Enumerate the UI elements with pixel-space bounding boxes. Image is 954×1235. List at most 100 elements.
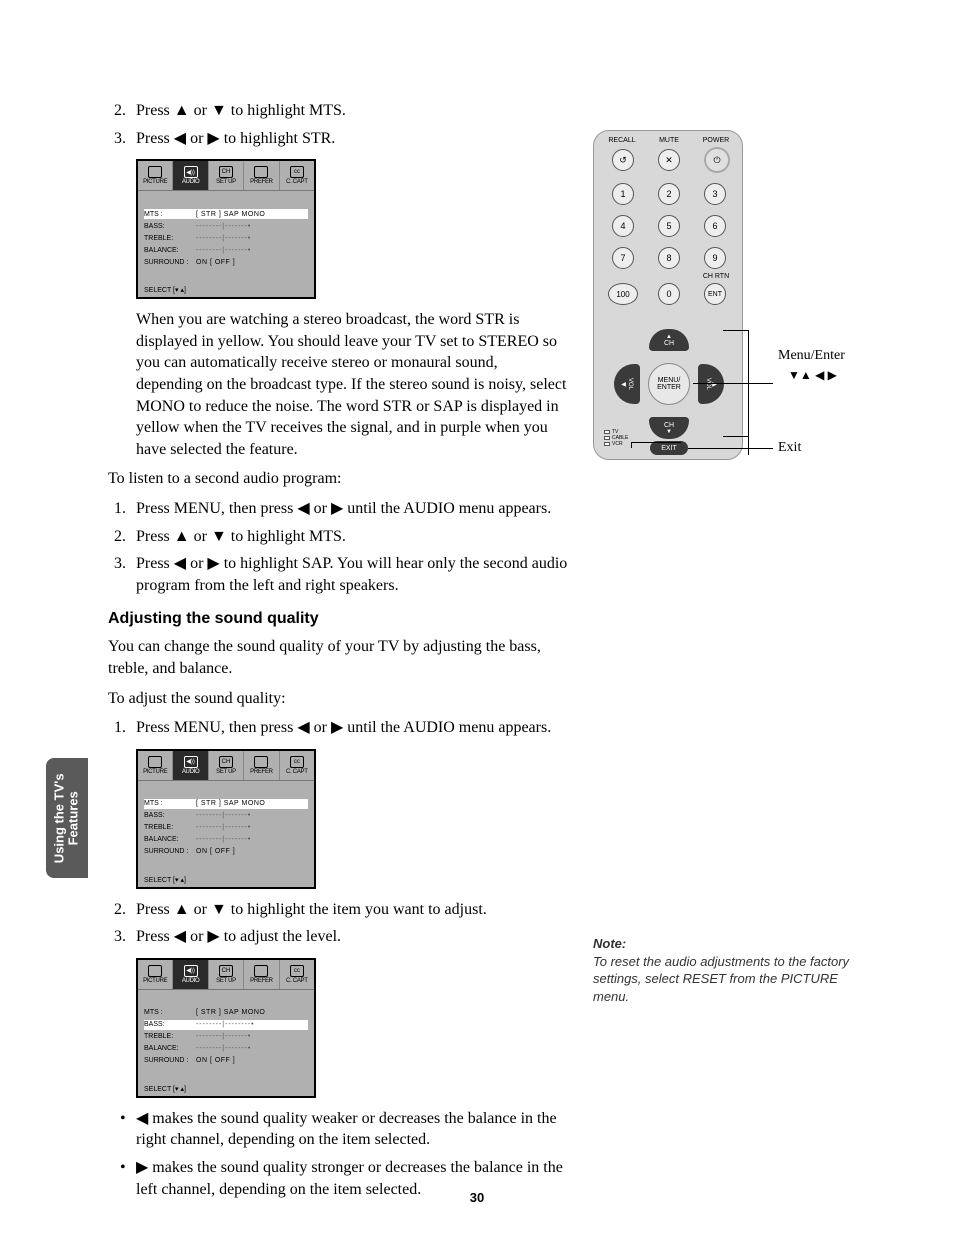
- mode-switch[interactable]: TV CABLE VCR: [604, 429, 632, 455]
- steps-sap: 1.Press MENU, then press ◀ or ▶ until th…: [108, 498, 568, 596]
- callout-line: [748, 383, 773, 384]
- prefer-icon: [254, 756, 268, 768]
- num-3[interactable]: 3: [704, 183, 726, 205]
- callout-bracket: [748, 330, 749, 455]
- callout-line: [631, 442, 632, 448]
- osd-row-treble: TREBLE:- - - - - - - - | - - - - - - - •: [144, 823, 308, 833]
- second-audio-lead: To listen to a second audio program:: [108, 468, 568, 490]
- osd-tab-picture: PICTURE: [138, 751, 173, 780]
- side-tab: Using the TV'sFeatures: [46, 758, 88, 878]
- osd-row-surround: SURROUND :ON [ OFF ]: [144, 847, 308, 857]
- osd-tab-audio: ◀))AUDIO: [173, 960, 208, 989]
- num-5[interactable]: 5: [658, 215, 680, 237]
- num-100[interactable]: 100: [608, 283, 638, 305]
- adj-step-2: 2.Press ▲ or ▼ to highlight the item you…: [136, 899, 568, 921]
- prefer-icon: [254, 965, 268, 977]
- note-body: To reset the audio adjustments to the fa…: [593, 954, 849, 1004]
- label-chrtn: CH RTN: [696, 273, 736, 280]
- dpad-left[interactable]: ◀VOL: [614, 364, 640, 404]
- osd-row-bass: BASS:- - - - - - - - | - - - - - - - - •: [144, 1020, 308, 1030]
- osd-row-bass: BASS:- - - - - - - - | - - - - - - - •: [144, 811, 308, 821]
- osd-tab-ccapt: ccC. CAPT: [280, 960, 314, 989]
- dpad-down[interactable]: CH▼: [649, 417, 689, 439]
- num-6[interactable]: 6: [704, 215, 726, 237]
- osd-tab-audio: ◀))AUDIO: [173, 161, 208, 190]
- osd-tab-picture: PICTURE: [138, 161, 173, 190]
- audio-icon: ◀)): [184, 965, 198, 977]
- osd-tab-audio: ◀))AUDIO: [173, 751, 208, 780]
- osd-body: MTS :[ STR ] SAP MONO BASS:- - - - - - -…: [138, 781, 314, 863]
- steps-adjust: 1.Press MENU, then press ◀ or ▶ until th…: [108, 717, 568, 739]
- callout-menu-symbols: ▼▲ ◀ ▶: [788, 368, 837, 382]
- osd-foot: SELECT [▾ ▴]: [144, 876, 186, 884]
- num-2[interactable]: 2: [658, 183, 680, 205]
- label-recall: RECALL: [602, 137, 642, 144]
- dpad-right[interactable]: VOL▶: [698, 364, 724, 404]
- setup-icon: CH: [219, 965, 233, 977]
- osd-tab-prefer: PREFER: [244, 960, 279, 989]
- label-power: POWER: [696, 137, 736, 144]
- num-1[interactable]: 1: [612, 183, 634, 205]
- heading-adjust-sound: Adjusting the sound quality: [108, 610, 568, 628]
- osd-foot: SELECT [▾ ▴]: [144, 1085, 186, 1093]
- menu-enter-button[interactable]: MENU/ENTER: [648, 363, 690, 405]
- remote-diagram: RECALL MUTE POWER ↺ ✕ ⏻ 1 2 3 4 5 6 7 8 …: [593, 130, 863, 470]
- step-3-text: Press ◀ or ▶ to highlight STR.: [136, 130, 335, 147]
- ent-button[interactable]: ENT: [704, 283, 726, 305]
- callout-line: [688, 448, 773, 449]
- osd-body: MTS :[ STR ] SAP MONO BASS:- - - - - - -…: [138, 191, 314, 273]
- adjust-intro: You can change the sound quality of your…: [108, 636, 568, 679]
- cc-icon: cc: [290, 965, 304, 977]
- callout-line: [723, 330, 748, 331]
- setup-icon: CH: [219, 166, 233, 178]
- mute-button[interactable]: ✕: [658, 149, 680, 171]
- osd-tabs: PICTURE ◀))AUDIO CHSET UP PREFER ccC. CA…: [138, 960, 314, 990]
- sap-step-2: 2.Press ▲ or ▼ to highlight MTS.: [136, 526, 568, 548]
- prefer-icon: [254, 166, 268, 178]
- num-9[interactable]: 9: [704, 247, 726, 269]
- picture-icon: [148, 166, 162, 178]
- osd-tab-prefer: PREFER: [244, 161, 279, 190]
- page-content: 2.Press ▲ or ▼ to highlight MTS. 3.Press…: [108, 100, 848, 1206]
- osd-row-mts: MTS :[ STR ] SAP MONO: [144, 209, 308, 219]
- recall-button[interactable]: ↺: [612, 149, 634, 171]
- page-number: 30: [0, 1190, 954, 1205]
- steps-top: 2.Press ▲ or ▼ to highlight MTS. 3.Press…: [108, 100, 568, 149]
- step-3: 3.Press ◀ or ▶ to highlight STR.: [136, 128, 568, 150]
- osd-menu-1: PICTURE ◀))AUDIO CHSET UP PREFER ccC. CA…: [136, 159, 316, 299]
- exit-button[interactable]: EXIT: [650, 441, 688, 455]
- main-column: 2.Press ▲ or ▼ to highlight MTS. 3.Press…: [108, 100, 568, 1200]
- osd-row-treble: TREBLE:- - - - - - - - | - - - - - - - •: [144, 1032, 308, 1042]
- osd-tab-setup: CHSET UP: [209, 161, 244, 190]
- osd-row-balance: BALANCE:- - - - - - - - | - - - - - - - …: [144, 1044, 308, 1054]
- callout-line: [631, 442, 681, 443]
- osd-row-surround: SURROUND :ON [ OFF ]: [144, 1056, 308, 1066]
- label-mute: MUTE: [649, 137, 689, 144]
- num-0[interactable]: 0: [658, 283, 680, 305]
- dpad: ▲CH CH▼ ◀VOL VOL▶ MENU/ENTER: [614, 329, 724, 439]
- num-4[interactable]: 4: [612, 215, 634, 237]
- osd-body: MTS :[ STR ] SAP MONO BASS:- - - - - - -…: [138, 990, 314, 1072]
- osd-tab-ccapt: ccC. CAPT: [280, 751, 314, 780]
- osd-row-balance: BALANCE:- - - - - - - - | - - - - - - - …: [144, 245, 308, 255]
- side-tab-label: Using the TV'sFeatures: [53, 773, 82, 863]
- num-7[interactable]: 7: [612, 247, 634, 269]
- osd-row-treble: TREBLE:- - - - - - - - | - - - - - - - •: [144, 233, 308, 243]
- sap-step-1: 1.Press MENU, then press ◀ or ▶ until th…: [136, 498, 568, 520]
- note-box: Note: To reset the audio adjustments to …: [593, 935, 863, 1005]
- dpad-up[interactable]: ▲CH: [649, 329, 689, 351]
- power-button[interactable]: ⏻: [704, 147, 730, 173]
- step-2: 2.Press ▲ or ▼ to highlight MTS.: [136, 100, 568, 122]
- osd-menu-2: PICTURE ◀))AUDIO CHSET UP PREFER ccC. CA…: [136, 749, 316, 889]
- osd-tab-picture: PICTURE: [138, 960, 173, 989]
- num-8[interactable]: 8: [658, 247, 680, 269]
- callout-menu-enter: Menu/Enter: [778, 348, 845, 364]
- remote-body: RECALL MUTE POWER ↺ ✕ ⏻ 1 2 3 4 5 6 7 8 …: [593, 130, 743, 460]
- osd-row-mts: MTS :[ STR ] SAP MONO: [144, 1008, 308, 1018]
- sap-step-3: 3.Press ◀ or ▶ to highlight SAP. You wil…: [136, 553, 568, 596]
- setup-icon: CH: [219, 756, 233, 768]
- callout-line: [723, 436, 748, 437]
- stereo-paragraph: When you are watching a stereo broadcast…: [108, 309, 568, 460]
- cc-icon: cc: [290, 756, 304, 768]
- audio-icon: ◀)): [184, 756, 198, 768]
